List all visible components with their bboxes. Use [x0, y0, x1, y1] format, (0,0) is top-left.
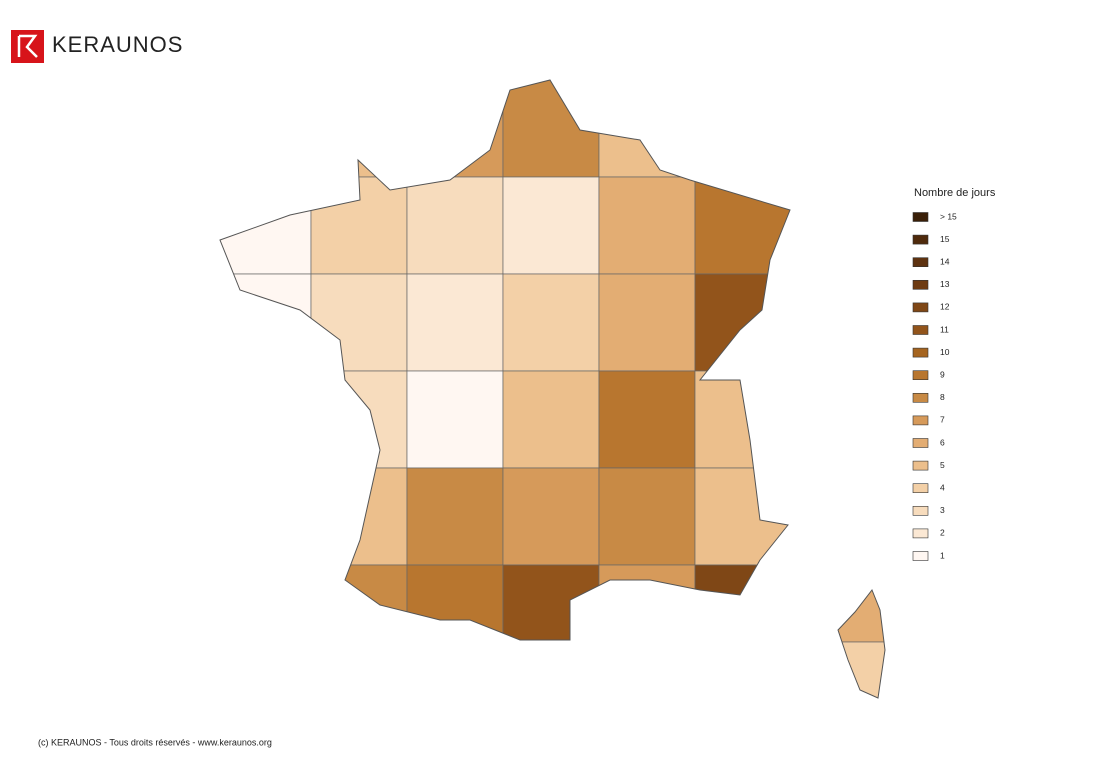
legend-swatch [912, 370, 929, 381]
legend-swatch [912, 279, 929, 290]
legend-label: 7 [940, 415, 945, 425]
legend-swatch [912, 257, 929, 268]
area [310, 80, 408, 178]
legend-label: 11 [940, 324, 949, 334]
legend-label: 8 [940, 392, 945, 402]
area [310, 273, 408, 372]
area [406, 273, 504, 372]
legend-swatch [912, 528, 929, 539]
legend-title: Nombre de jours [914, 187, 996, 199]
corsica-outline [837, 589, 886, 699]
area [694, 564, 790, 640]
area [502, 80, 600, 178]
corsica [838, 590, 885, 698]
area [598, 176, 696, 275]
area [502, 564, 600, 640]
area [502, 370, 600, 469]
logo-glyph [17, 34, 38, 58]
legend-label: 15 [940, 234, 950, 244]
legend-label: 5 [940, 460, 945, 470]
area [220, 176, 312, 275]
legend-label: 12 [940, 302, 950, 312]
area [406, 80, 504, 178]
area [694, 467, 790, 566]
area [598, 370, 696, 469]
legend-swatch [912, 392, 929, 403]
area [220, 80, 312, 178]
legend-swatch [912, 460, 929, 471]
area [694, 176, 790, 275]
legend: > 15 15 14 13 12 11 10 9 8 7 6 5 4 3 2 1 [912, 211, 957, 561]
legend-label: > 15 [940, 211, 957, 221]
area [598, 80, 696, 178]
map [220, 80, 885, 698]
area [310, 176, 408, 275]
legend-swatch [912, 347, 929, 358]
area [220, 273, 312, 372]
legend-swatch [912, 212, 929, 222]
area [598, 273, 696, 372]
area [694, 80, 790, 178]
area [502, 273, 600, 372]
france-outline [219, 79, 791, 641]
brand: KERAUNOS [52, 32, 183, 57]
legend-swatch [912, 302, 929, 313]
legend-label: 2 [940, 528, 945, 538]
legend-swatch [912, 551, 929, 561]
area [220, 370, 312, 469]
area [220, 564, 312, 640]
area [598, 467, 696, 566]
legend-label: 9 [940, 369, 945, 379]
legend-label: 6 [940, 437, 945, 447]
legend-swatch [912, 505, 929, 516]
area [220, 467, 312, 566]
area [406, 564, 504, 640]
legend-label: 13 [940, 279, 950, 289]
legend-label: 3 [940, 505, 945, 515]
area [406, 467, 504, 566]
area [694, 273, 790, 372]
legend-label: 1 [940, 550, 945, 560]
area [694, 370, 790, 469]
legend-label: 14 [940, 256, 950, 266]
area [310, 370, 408, 469]
legend-swatch [912, 325, 929, 335]
mainland [220, 80, 790, 640]
legend-label: 10 [940, 347, 950, 357]
area [406, 370, 504, 469]
legend-swatch [912, 415, 929, 426]
area [406, 176, 504, 275]
legend-swatch [912, 438, 929, 448]
area [502, 467, 600, 566]
footer: (c) KERAUNOS - Tous droits réservés - ww… [38, 737, 272, 747]
legend-swatch [912, 234, 929, 245]
area [502, 176, 600, 275]
legend-label: 4 [940, 482, 945, 492]
area [310, 564, 408, 640]
area [310, 467, 408, 566]
legend-swatch [912, 483, 929, 494]
